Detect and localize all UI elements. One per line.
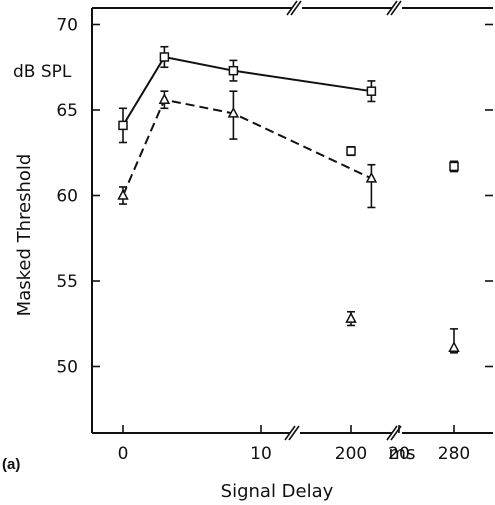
data-point-triangle — [117, 188, 129, 200]
axis-break-mark — [286, 0, 298, 16]
y-tick-label: 65 — [56, 101, 78, 121]
x-tick-label: 10 — [250, 444, 272, 464]
series-layer — [117, 45, 460, 354]
x-axis: 0 10 20 200 280 — [118, 425, 470, 464]
data-point-square — [159, 52, 170, 62]
axis-break-mark — [284, 425, 296, 441]
data-point-square — [366, 86, 377, 96]
y-tick-label: 50 — [56, 358, 78, 378]
series-line — [122, 98, 372, 196]
x-tick-label: 200 — [335, 444, 367, 464]
x-tick-label: 280 — [438, 444, 470, 464]
data-point-triangle — [365, 171, 378, 183]
axis-break-mark — [290, 0, 302, 16]
data-point-triangle — [158, 93, 171, 104]
plot-frame — [91, 0, 493, 441]
y-tick-label: 70 — [56, 16, 78, 36]
axis-break-mark — [386, 0, 398, 16]
data-point-triangle — [448, 341, 460, 352]
series-1 — [118, 45, 459, 173]
x-tick-label: 20 — [388, 444, 410, 464]
data-point-triangle — [227, 106, 240, 118]
axis-break-mark — [386, 425, 398, 441]
y-tick-label: 55 — [56, 272, 78, 292]
series-line — [122, 55, 372, 126]
y-axis-title: Masked Threshold — [14, 154, 35, 317]
y-tick-label: 60 — [56, 187, 78, 207]
axis-break-mark — [288, 425, 300, 441]
data-point-triangle — [345, 312, 357, 323]
y-axis: 50 55 60 65 70 — [56, 16, 493, 378]
data-point-square — [228, 65, 239, 76]
data-point-square — [118, 120, 128, 131]
axis-break-mark — [390, 0, 402, 16]
y-unit-label: dB SPL — [13, 62, 72, 82]
data-point-square — [449, 161, 459, 172]
x-unit-label: ms — [389, 443, 416, 464]
x-tick-label: 0 — [118, 444, 129, 464]
series-2 — [117, 90, 460, 354]
data-point-square — [346, 146, 356, 156]
x-axis-title: Signal Delay — [221, 481, 334, 502]
panel-label: (a) — [2, 456, 20, 473]
